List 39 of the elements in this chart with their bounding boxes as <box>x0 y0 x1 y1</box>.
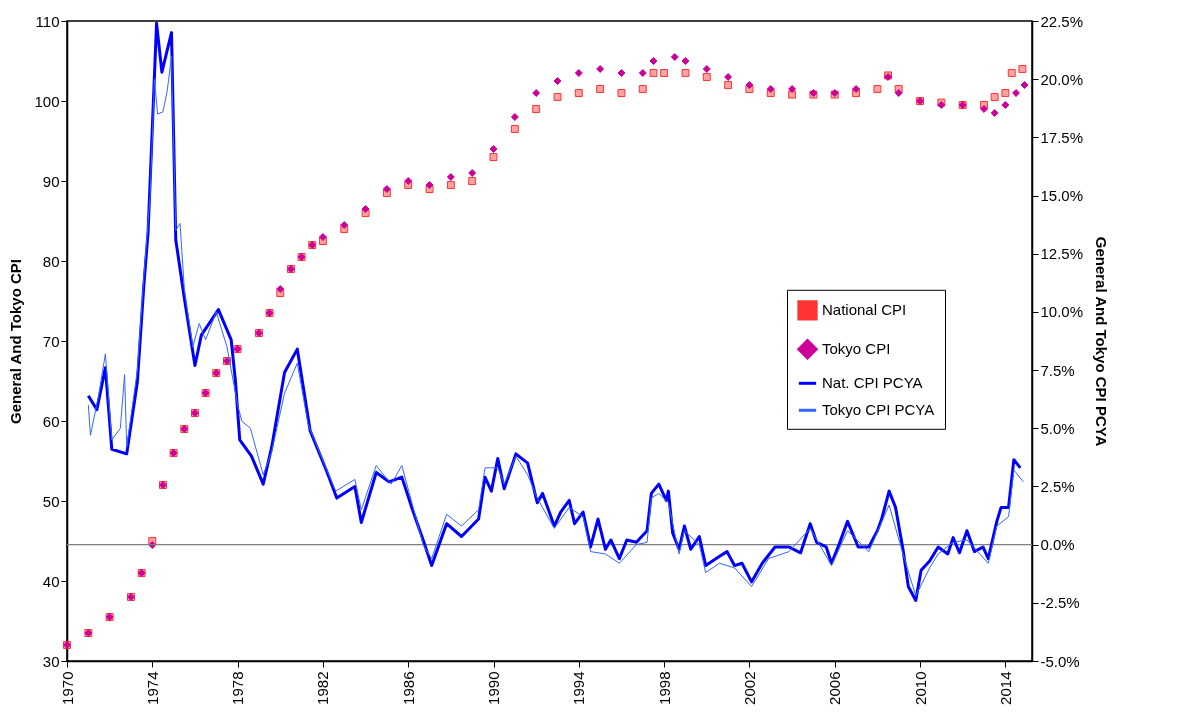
y2-tick-label: 12.5% <box>1040 245 1084 263</box>
y2-tick-label: 22.5% <box>1040 12 1084 30</box>
legend-label: National CPI <box>822 301 907 319</box>
y2-tick-label: 0.0% <box>1040 536 1075 554</box>
y-tick-label: 100 <box>34 92 60 110</box>
y-tick-label: 80 <box>42 252 60 270</box>
y-tick-label: 50 <box>42 492 60 510</box>
legend-label: Tokyo CPI <box>822 340 891 358</box>
x-tick-label: 2014 <box>996 671 1014 705</box>
x-tick-label: 1998 <box>655 671 673 705</box>
y-tick-label: 40 <box>42 572 60 590</box>
y2-tick-label: 2.5% <box>1040 477 1075 495</box>
y2-tick-label: 5.0% <box>1040 419 1075 437</box>
y2-axis-title: General And Tokyo CPI PCYA <box>1093 236 1111 447</box>
y2-tick-label: 10.0% <box>1040 303 1084 321</box>
x-tick-label: 1978 <box>229 671 247 705</box>
legend-label: Tokyo CPI PCYA <box>822 401 935 419</box>
x-tick-label: 2010 <box>911 671 929 705</box>
x-tick-label: 1990 <box>485 671 503 705</box>
y-tick-label: 60 <box>42 412 60 430</box>
y2-tick-label: 15.0% <box>1040 187 1084 205</box>
x-tick-label: 1986 <box>399 671 417 705</box>
y-tick-label: 90 <box>42 172 60 190</box>
legend-label: Nat. CPI PCYA <box>822 374 923 392</box>
x-tick-label: 2002 <box>740 671 758 705</box>
y-tick-label: 30 <box>42 652 60 670</box>
y2-tick-label: -5.0% <box>1040 652 1080 670</box>
y-tick-label: 110 <box>35 12 60 30</box>
x-tick-label: 1970 <box>58 671 76 705</box>
x-tick-label: 1994 <box>570 671 588 705</box>
x-tick-label: 1982 <box>314 671 332 705</box>
y2-tick-label: 20.0% <box>1040 70 1084 88</box>
x-tick-label: 2006 <box>826 671 844 705</box>
x-tick-label: 1974 <box>143 671 161 705</box>
y2-tick-label: -2.5% <box>1040 594 1080 612</box>
y2-tick-label: 7.5% <box>1040 361 1075 379</box>
y2-tick-label: 17.5% <box>1040 128 1084 146</box>
y-axis-title: General And Tokyo CPI <box>7 258 25 425</box>
y-tick-label: 70 <box>42 332 60 350</box>
